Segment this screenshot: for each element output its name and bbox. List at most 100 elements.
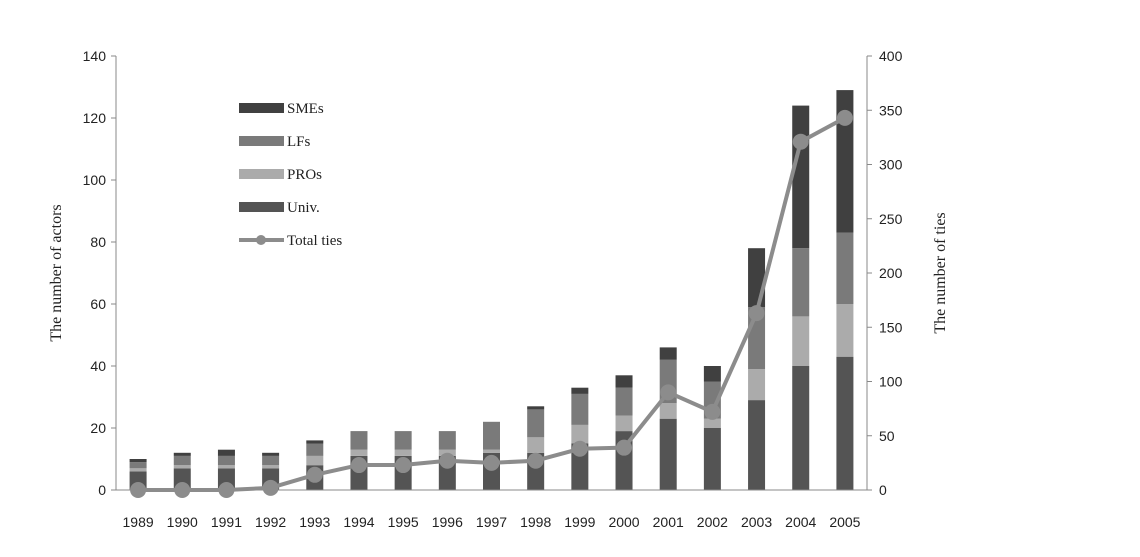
right-tick-label: 200 — [879, 265, 903, 281]
bar-smes-1989 — [129, 459, 147, 463]
bar-pros-1992 — [262, 465, 280, 469]
left-tick-label: 60 — [90, 296, 106, 312]
bar-pros-1989 — [129, 468, 147, 472]
total-ties-point-1993 — [306, 466, 323, 483]
legend-swatch-pros — [239, 169, 284, 179]
x-tick-label: 1991 — [211, 514, 242, 530]
bar-lfs-1993 — [306, 443, 324, 456]
right-tick-label: 0 — [879, 482, 887, 498]
bar-univ-2003 — [748, 400, 766, 490]
x-tick-label: 1995 — [388, 514, 419, 530]
bar-pros-2002 — [703, 418, 721, 428]
total-ties-point-1997 — [483, 454, 500, 471]
bar-smes-2000 — [615, 375, 633, 388]
bar-lfs-1989 — [129, 462, 147, 469]
bar-pros-1999 — [571, 424, 589, 444]
bar-lfs-2004 — [792, 248, 810, 317]
bar-lfs-1994 — [350, 431, 368, 450]
bar-pros-2005 — [836, 304, 854, 357]
ticks-layer: 0 20 40 60 80 100 120 140 0 50 100 150 200 250 300 350 4… — [83, 48, 903, 530]
right-tick-label: 50 — [879, 428, 895, 444]
total-ties-point-1990 — [174, 482, 191, 498]
bar-lfs-1999 — [571, 393, 589, 425]
legend: SMEs LFs PROs Univ. Total ties — [239, 101, 342, 249]
bars-layer — [129, 90, 854, 490]
total-ties-point-1996 — [439, 452, 456, 469]
total-ties-point-2000 — [616, 439, 633, 456]
right-tick-label: 100 — [879, 374, 903, 390]
bar-pros-1995 — [394, 449, 412, 456]
left-tick-label: 140 — [83, 48, 107, 64]
legend-label-lfs: LFs — [287, 134, 311, 150]
bar-smes-2003 — [748, 248, 766, 308]
x-tick-label: 2003 — [741, 514, 772, 530]
legend-label-total-ties: Total ties — [287, 233, 342, 249]
legend-swatch-smes — [239, 103, 284, 113]
left-axis-title: The number of actors — [48, 204, 65, 341]
line-layer — [130, 109, 853, 498]
x-tick-label: 1989 — [123, 514, 154, 530]
total-ties-point-2005 — [836, 109, 853, 126]
bar-univ-2005 — [836, 356, 854, 490]
x-tick-label: 1990 — [167, 514, 198, 530]
total-ties-point-2003 — [748, 305, 765, 322]
right-tick-label: 400 — [879, 48, 903, 64]
bar-pros-2003 — [748, 369, 766, 401]
bar-pros-1991 — [217, 465, 235, 469]
right-axis-title: The number of ties — [932, 212, 949, 333]
bar-lfs-1998 — [527, 409, 545, 438]
total-ties-point-2001 — [660, 384, 677, 401]
x-tick-label: 1992 — [255, 514, 286, 530]
total-ties-point-2004 — [792, 133, 809, 150]
x-tick-label: 1996 — [432, 514, 463, 530]
bar-pros-1990 — [173, 465, 191, 469]
bar-pros-1994 — [350, 449, 368, 456]
bar-smes-2004 — [792, 105, 810, 249]
bar-lfs-1990 — [173, 455, 191, 466]
bar-lfs-1997 — [483, 421, 500, 450]
legend-label-univ: Univ. — [287, 200, 320, 216]
bar-lfs-2000 — [615, 387, 633, 416]
right-tick-label: 300 — [879, 157, 903, 173]
x-tick-label: 1998 — [520, 514, 551, 530]
left-tick-label: 100 — [83, 172, 107, 188]
total-ties-point-2002 — [704, 403, 721, 420]
x-tick-label: 2004 — [785, 514, 816, 530]
left-tick-label: 0 — [98, 482, 106, 498]
legend-label-pros: PROs — [287, 167, 322, 183]
bar-pros-2001 — [659, 403, 677, 419]
x-tick-label: 1997 — [476, 514, 507, 530]
bar-smes-1992 — [262, 452, 280, 456]
left-tick-label: 40 — [90, 358, 106, 374]
bar-univ-2002 — [703, 428, 721, 490]
bar-univ-2004 — [792, 366, 810, 490]
x-tick-label: 2005 — [829, 514, 860, 530]
total-ties-point-1999 — [571, 440, 588, 457]
bar-smes-2001 — [659, 347, 677, 360]
left-tick-label: 20 — [90, 420, 106, 436]
right-tick-label: 250 — [879, 211, 903, 227]
bar-smes-1990 — [173, 452, 191, 456]
x-tick-label: 2002 — [697, 514, 728, 530]
bar-lfs-1995 — [394, 431, 412, 450]
total-ties-point-1995 — [395, 457, 412, 474]
right-tick-label: 350 — [879, 102, 903, 118]
bar-pros-2004 — [792, 316, 810, 366]
bar-lfs-2005 — [836, 232, 854, 304]
bar-lfs-1996 — [438, 431, 456, 450]
bar-smes-1993 — [306, 440, 324, 444]
x-tick-label: 1993 — [299, 514, 330, 530]
total-ties-point-1998 — [527, 452, 544, 469]
legend-swatch-univ — [239, 202, 284, 212]
right-tick-label: 150 — [879, 319, 903, 335]
left-tick-label: 120 — [83, 110, 107, 126]
total-ties-point-1994 — [350, 457, 367, 474]
bar-pros-1993 — [306, 455, 324, 466]
bar-smes-2002 — [703, 366, 721, 382]
total-ties-point-1991 — [218, 482, 235, 498]
bar-lfs-1991 — [217, 455, 235, 466]
total-ties-point-1992 — [262, 479, 279, 496]
bar-univ-2001 — [659, 418, 677, 490]
total-ties-point-1989 — [130, 482, 147, 498]
